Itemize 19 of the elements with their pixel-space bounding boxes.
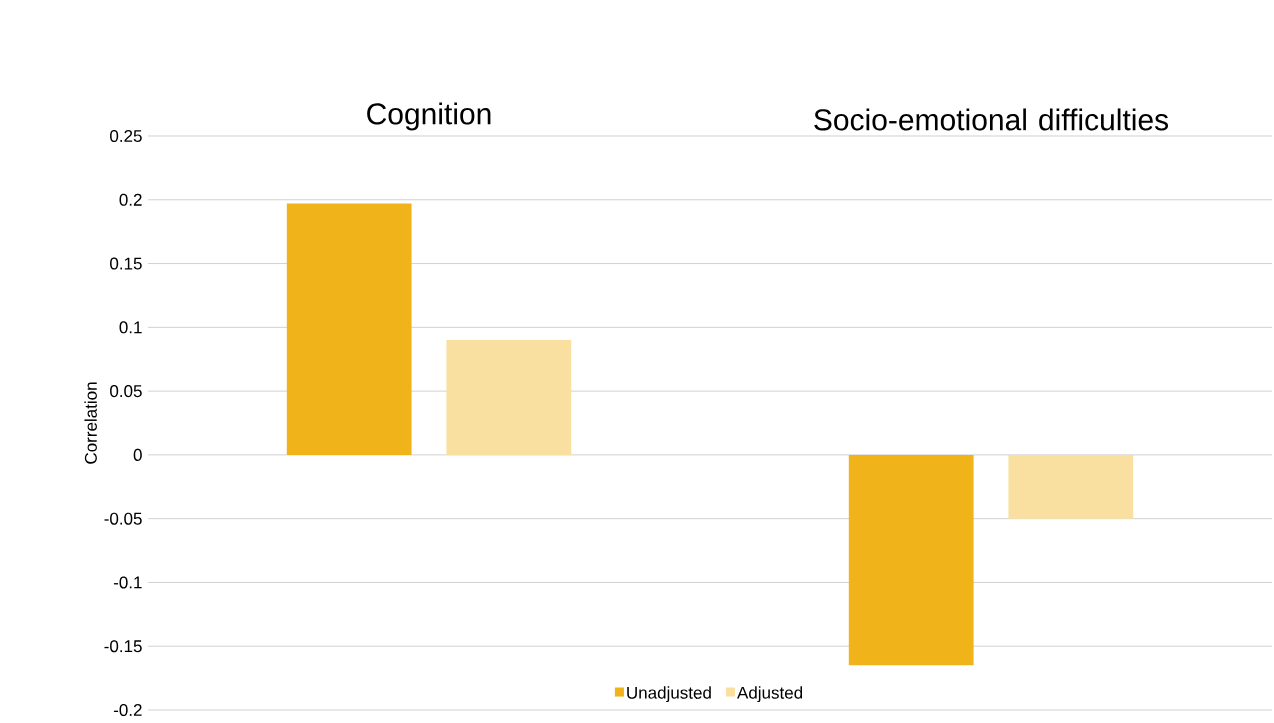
legend-label: Unadjusted [627,686,711,703]
y-tick-label: 0.05 [110,385,142,398]
y-tick-label: -0.1 [113,576,142,589]
y-tick-label: 0 [133,448,142,461]
x-tick-label: Socio-emotional difficulties [814,108,1169,131]
bar [848,454,974,666]
y-tick-label: 0.2 [119,193,142,206]
y-tick-label: 0.1 [119,321,142,334]
bar [1008,454,1134,519]
x-tick-label: Cognition [367,102,491,131]
y-tick-label: 0.15 [110,257,142,270]
legend-label: Adjusted [737,686,803,703]
y-tick-label: -0.2 [113,703,142,717]
y-axis-title: Correlation [84,382,97,464]
y-tick-label: 0.25 [110,129,142,143]
y-tick-label: -0.05 [104,512,142,525]
bar [286,203,412,455]
y-tick-label: -0.15 [104,640,142,653]
bar [446,340,572,455]
